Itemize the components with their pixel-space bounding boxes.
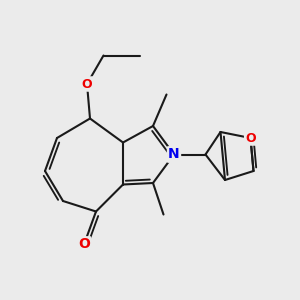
Text: O: O — [78, 238, 90, 251]
Text: N: N — [168, 148, 180, 161]
Text: O: O — [82, 77, 92, 91]
Text: O: O — [245, 131, 256, 145]
